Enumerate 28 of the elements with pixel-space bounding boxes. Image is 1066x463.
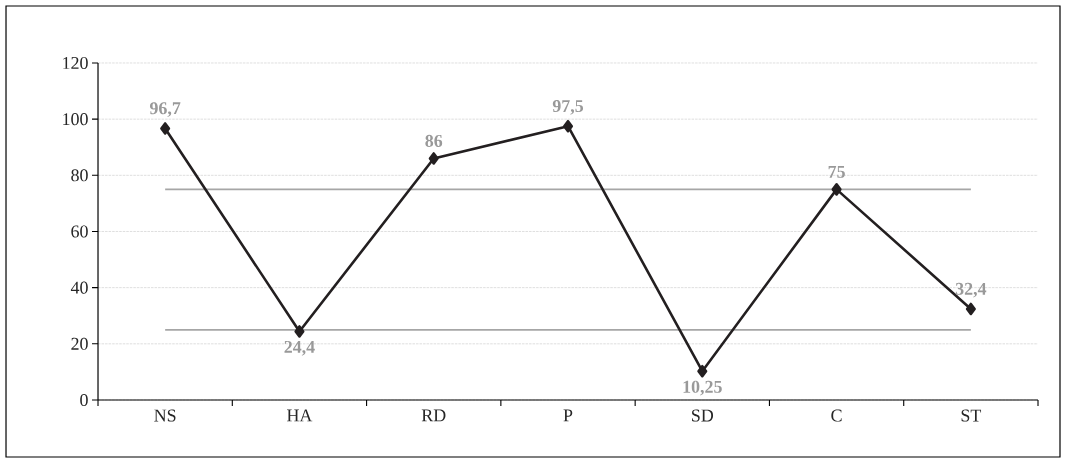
y-tick-label: 120 — [63, 56, 88, 70]
y-tick-label: 20 — [71, 337, 88, 350]
point — [294, 325, 305, 338]
x-tick-label: HA — [287, 409, 313, 422]
y-tick-label: 100 — [63, 113, 88, 126]
data-label: 86 — [425, 134, 443, 147]
point — [965, 302, 976, 316]
x-tick-label: SD — [692, 409, 714, 422]
point — [831, 183, 842, 196]
point — [160, 122, 171, 135]
point — [697, 364, 708, 378]
x-tick-label: RD — [421, 409, 446, 422]
x-tick-label: NS — [154, 409, 176, 422]
x-tick-label: C — [831, 409, 842, 422]
x-tick-label: P — [563, 409, 573, 422]
y-tick-label: 80 — [71, 169, 88, 182]
data-label: 24,4 — [284, 340, 315, 356]
data-label: 75 — [828, 165, 845, 178]
point — [428, 152, 439, 165]
y-tick-label: 0 — [80, 393, 88, 407]
data-label: 96,7 — [149, 102, 181, 117]
y-tick-label: 60 — [71, 225, 88, 238]
x-tick-label: ST — [961, 409, 982, 422]
data-label: 97,5 — [552, 100, 584, 115]
data-label: 10,25 — [683, 380, 722, 396]
y-tick-label: 40 — [70, 281, 88, 294]
point — [562, 119, 574, 133]
data-label: 32,4 — [955, 282, 987, 298]
